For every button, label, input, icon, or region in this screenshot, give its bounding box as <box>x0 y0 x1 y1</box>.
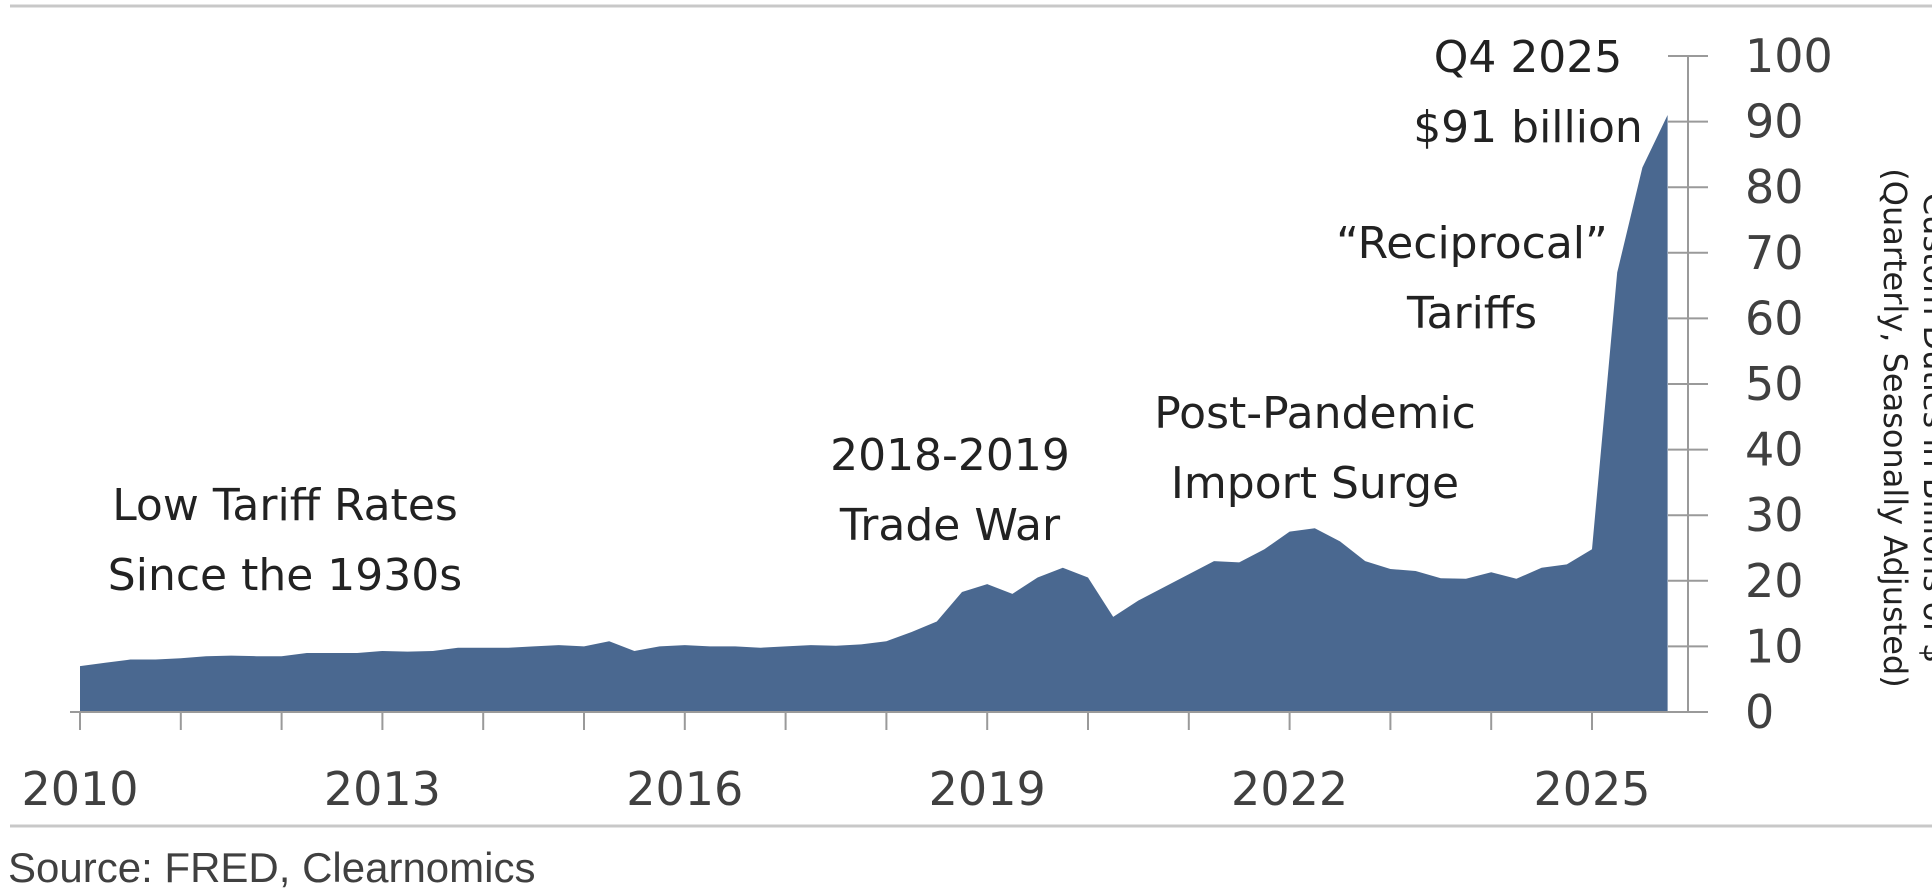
annotation-q4-line-2: $91 billion <box>1413 102 1643 153</box>
annotation-reciprocal-line-1: “Reciprocal” <box>1336 218 1608 269</box>
y-tick-label: 50 <box>1745 357 1804 411</box>
annotation-reciprocal-tariffs: “Reciprocal” Tariffs <box>1336 218 1608 339</box>
source-note: Source: FRED, Clearnomics <box>8 844 535 891</box>
annotation-reciprocal-line-2: Tariffs <box>1406 288 1537 339</box>
axis-layer: 2010 2013 2016 2019 2022 2025 0 10 20 30 40 50 60 70 8… <box>21 29 1832 816</box>
area-layer <box>80 115 1668 712</box>
y-tick-label: 60 <box>1745 291 1804 345</box>
y-tick-label: 100 <box>1745 29 1833 83</box>
annotation-trade-war: 2018-2019 Trade War <box>830 430 1070 551</box>
annotation-q4-line-1: Q4 2025 <box>1434 32 1623 83</box>
y-axis-title-line-2: (Quarterly, Seasonally Adjusted) <box>1876 168 1914 687</box>
y-tick-label: 10 <box>1745 619 1804 673</box>
x-tick-label: 2022 <box>1231 762 1348 816</box>
x-tick-label: 2010 <box>21 762 138 816</box>
y-tick-label: 20 <box>1745 554 1804 608</box>
y-axis-title-line-1: Custom Duties in Billions of $ <box>1916 193 1932 664</box>
y-tick-label: 30 <box>1745 488 1804 542</box>
annotation-low-tariff: Low Tariff Rates Since the 1930s <box>108 480 462 601</box>
x-tick-label: 2025 <box>1533 762 1650 816</box>
annotation-low-tariff-line-1: Low Tariff Rates <box>112 480 458 531</box>
x-tick-label: 2016 <box>626 762 743 816</box>
y-tick-label: 0 <box>1745 685 1774 739</box>
x-tick-label: 2013 <box>324 762 441 816</box>
duties-area <box>80 115 1668 712</box>
y-tick-label: 70 <box>1745 226 1804 280</box>
annotation-post-pandemic-line-2: Import Surge <box>1171 458 1459 509</box>
y-axis-title: Custom Duties in Billions of $ (Quarterl… <box>1876 168 1932 687</box>
annotation-post-pandemic: Post-Pandemic Import Surge <box>1154 388 1476 509</box>
annotation-q4-2025: Q4 2025 $91 billion <box>1413 32 1643 153</box>
x-tick-label: 2019 <box>929 762 1046 816</box>
annotation-low-tariff-line-2: Since the 1930s <box>108 550 462 601</box>
y-tick-label: 40 <box>1745 423 1804 477</box>
annotation-trade-war-line-2: Trade War <box>839 500 1061 551</box>
annotation-trade-war-line-1: 2018-2019 <box>830 430 1070 481</box>
y-tick-label: 90 <box>1745 95 1804 149</box>
y-tick-label: 80 <box>1745 160 1804 214</box>
annotation-post-pandemic-line-1: Post-Pandemic <box>1154 388 1476 439</box>
